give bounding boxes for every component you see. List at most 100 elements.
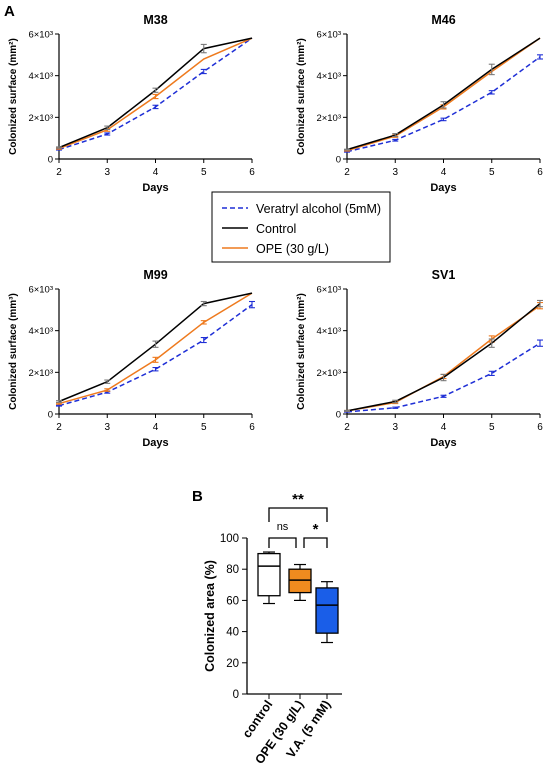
significance-single-star: * bbox=[303, 521, 328, 548]
significance-label: * bbox=[313, 521, 319, 538]
error-bar bbox=[488, 338, 495, 348]
error-bar bbox=[200, 300, 207, 307]
y-tick-label: 80 bbox=[226, 564, 239, 576]
x-tick-label: 3 bbox=[392, 422, 398, 433]
significance-double-star: ** bbox=[268, 491, 328, 522]
series-line-ope-30-g-l bbox=[58, 292, 253, 405]
chart-title: SV1 bbox=[432, 268, 456, 282]
x-tick-label: 4 bbox=[153, 167, 159, 178]
box-body bbox=[257, 552, 281, 597]
y-tick-label: 6×10³ bbox=[28, 285, 53, 296]
bracket bbox=[303, 537, 328, 548]
y-tick-label: 0 bbox=[336, 410, 341, 421]
error-bar bbox=[392, 138, 399, 142]
error-bar bbox=[488, 370, 495, 377]
y-tick-label: 0 bbox=[48, 410, 53, 421]
box-v-a-5-mm bbox=[315, 581, 339, 644]
legend-frame bbox=[211, 191, 391, 263]
error-bar bbox=[56, 400, 62, 403]
series-line-control bbox=[346, 37, 541, 151]
y-tick-label: 6×10³ bbox=[28, 30, 53, 41]
error-bar bbox=[56, 404, 62, 407]
y-tick-label: 4×10³ bbox=[28, 71, 53, 82]
y-tick-label: 4×10³ bbox=[316, 71, 341, 82]
x-tick-label: 5 bbox=[489, 422, 495, 433]
error-bar bbox=[440, 394, 447, 398]
error-bar bbox=[200, 336, 207, 344]
error-bar bbox=[104, 379, 111, 384]
error-bar bbox=[344, 148, 350, 151]
chart-title: M46 bbox=[431, 13, 455, 27]
y-tick-label: 0 bbox=[233, 689, 239, 701]
error-bar bbox=[152, 104, 159, 110]
error-bar bbox=[200, 68, 207, 75]
y-tick-label: 2×10³ bbox=[316, 368, 341, 379]
x-tick-label: 5 bbox=[489, 167, 495, 178]
error-bar bbox=[200, 43, 207, 54]
y-tick-label: 2×10³ bbox=[28, 368, 53, 379]
y-tick-label: 20 bbox=[226, 658, 239, 670]
y-axis-label: Colonized surface (mm²) bbox=[296, 38, 307, 155]
error-bar bbox=[392, 133, 399, 138]
error-bar bbox=[56, 146, 62, 149]
x-axis-label: Days bbox=[142, 437, 168, 449]
x-axis-label: Days bbox=[430, 437, 456, 449]
error-bar bbox=[440, 373, 447, 382]
error-bar bbox=[392, 399, 399, 404]
error-bar bbox=[537, 299, 543, 308]
y-tick-label: 6×10³ bbox=[316, 285, 341, 296]
x-tick-label: 6 bbox=[537, 167, 543, 178]
panel-label-a: A bbox=[4, 3, 15, 20]
x-tick-label: 4 bbox=[441, 167, 447, 178]
y-tick-label: 4×10³ bbox=[316, 326, 341, 337]
box-body bbox=[315, 587, 339, 634]
line-chart-sv1: 0 2×10³ 4×10³ 6×10³ 2 3 4 5 6 SV1 Days Colonized su… bbox=[296, 268, 543, 449]
legend-label-ope: OPE (30 g/L) bbox=[256, 242, 329, 256]
error-bar bbox=[152, 366, 159, 372]
significance-label: ns bbox=[277, 521, 289, 533]
error-bar bbox=[344, 409, 350, 412]
y-tick-label: 100 bbox=[220, 533, 239, 545]
error-bar bbox=[152, 87, 159, 93]
y-tick-label: 4×10³ bbox=[28, 326, 53, 337]
significance-label: ** bbox=[292, 491, 304, 508]
y-tick-label: 6×10³ bbox=[316, 30, 341, 41]
x-tick-label: 2 bbox=[56, 167, 62, 178]
y-tick-label: 0 bbox=[48, 155, 53, 166]
error-bar bbox=[104, 388, 111, 392]
error-bar bbox=[440, 101, 447, 109]
x-tick-label: 5 bbox=[201, 422, 207, 433]
panel-label-b: B bbox=[192, 488, 203, 505]
error-bar bbox=[488, 90, 495, 95]
x-tick-label: 4 bbox=[441, 422, 447, 433]
series-line-veratryl-alcohol-5mm bbox=[58, 304, 253, 407]
legend-label-control: Control bbox=[256, 222, 296, 236]
x-tick-label: 6 bbox=[537, 422, 543, 433]
error-bar bbox=[392, 406, 399, 409]
error-bar bbox=[537, 54, 543, 60]
x-tick-label: 3 bbox=[104, 422, 110, 433]
y-axis-label: Colonized surface (mm²) bbox=[296, 293, 307, 410]
bracket bbox=[268, 537, 297, 548]
box-control bbox=[257, 551, 281, 605]
y-tick-label: 60 bbox=[226, 595, 239, 607]
line-chart-m38: 0 2×10³ 4×10³ 6×10³ 2 3 4 5 6 M38 Days Colonized su… bbox=[8, 13, 255, 194]
y-tick-label: 2×10³ bbox=[316, 113, 341, 124]
error-bar bbox=[249, 300, 255, 309]
y-axis-label: Colonized surface (mm²) bbox=[8, 38, 19, 155]
y-tick-label: 40 bbox=[226, 627, 239, 639]
x-tick-label: 3 bbox=[104, 167, 110, 178]
x-tick-label: 6 bbox=[249, 167, 255, 178]
significance-ns: ns bbox=[268, 521, 297, 548]
error-bar bbox=[537, 339, 543, 347]
error-bar bbox=[56, 402, 62, 405]
error-bar bbox=[152, 356, 159, 363]
line-chart-m99: 0 2×10³ 4×10³ 6×10³ 2 3 4 5 6 M99 Days Colonized su… bbox=[8, 268, 255, 449]
error-bar bbox=[440, 117, 447, 122]
y-axis-label: Colonized surface (mm³) bbox=[8, 293, 19, 410]
error-bar bbox=[488, 63, 495, 76]
box-ope-30-g-l bbox=[288, 563, 312, 602]
x-tick-label: 2 bbox=[344, 167, 350, 178]
legend-label-veratryl: Veratryl alcohol (5mM) bbox=[256, 202, 381, 216]
